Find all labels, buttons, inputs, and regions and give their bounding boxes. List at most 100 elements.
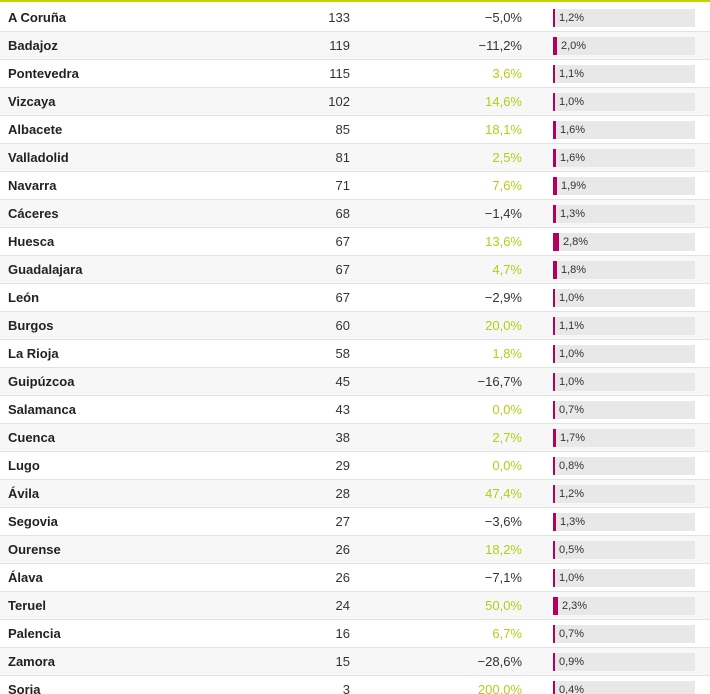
change-percent: 200,0%	[477, 682, 522, 694]
share-label: 1,2%	[559, 488, 585, 500]
share-bar-fill	[553, 485, 555, 503]
count-value: 38	[335, 430, 350, 445]
share-bar-fill	[553, 429, 556, 447]
share-bar-fill	[553, 345, 555, 363]
count-value: 71	[335, 178, 350, 193]
table-row: Burgos 60 20,0% 1,1%	[0, 312, 710, 340]
share-label: 1,7%	[560, 432, 586, 444]
change-percent: −1,4%	[484, 206, 522, 221]
count-value: 43	[335, 402, 350, 417]
change-percent: −16,7%	[477, 374, 522, 389]
table-row: Valladolid 81 2,5% 1,6%	[0, 144, 710, 172]
share-bar-fill	[553, 317, 555, 335]
share-bar-track: 1,6%	[553, 149, 695, 167]
table-row: Segovia 27 −3,6% 1,3%	[0, 508, 710, 536]
share-bar-track: 0,4%	[553, 681, 695, 694]
count-value: 27	[335, 514, 350, 529]
change-percent: 20,0%	[485, 318, 522, 333]
change-percent: −2,9%	[484, 290, 522, 305]
share-bar-track: 1,8%	[553, 261, 695, 279]
province-name: Navarra	[8, 178, 57, 193]
share-bar-track: 1,0%	[553, 373, 695, 391]
share-label: 0,7%	[559, 404, 585, 416]
change-percent: 0,0%	[492, 458, 522, 473]
count-value: 29	[335, 458, 350, 473]
share-bar-track: 0,5%	[553, 541, 695, 559]
share-label: 0,9%	[559, 656, 585, 668]
share-bar-track: 1,1%	[553, 317, 695, 335]
province-name: Guadalajara	[8, 262, 83, 277]
change-percent: −7,1%	[484, 570, 522, 585]
table-row: Guipúzcoa 45 −16,7% 1,0%	[0, 368, 710, 396]
share-label: 1,0%	[559, 292, 585, 304]
count-value: 133	[328, 10, 350, 25]
change-percent: −3,6%	[484, 514, 522, 529]
province-name: Segovia	[8, 514, 58, 529]
share-label: 1,0%	[559, 572, 585, 584]
share-bar-fill	[553, 401, 555, 419]
share-label: 1,0%	[559, 376, 585, 388]
province-name: Ávila	[8, 486, 40, 501]
province-name: A Coruña	[8, 10, 67, 25]
table-row: León 67 −2,9% 1,0%	[0, 284, 710, 312]
share-bar-track: 2,3%	[553, 597, 695, 615]
count-value: 67	[335, 290, 350, 305]
share-label: 1,1%	[559, 320, 585, 332]
share-bar-fill	[553, 289, 555, 307]
share-bar-fill	[553, 37, 557, 55]
table-row: Palencia 16 6,7% 0,7%	[0, 620, 710, 648]
share-bar-track: 1,6%	[553, 121, 695, 139]
count-value: 24	[335, 598, 350, 613]
count-value: 45	[335, 374, 350, 389]
share-bar-track: 1,0%	[553, 289, 695, 307]
change-percent: 7,6%	[492, 178, 522, 193]
count-value: 3	[342, 682, 350, 694]
table-row: Cuenca 38 2,7% 1,7%	[0, 424, 710, 452]
province-name: Álava	[8, 570, 43, 585]
share-label: 1,6%	[560, 124, 586, 136]
count-value: 81	[335, 150, 350, 165]
table-row: Zamora 15 −28,6% 0,9%	[0, 648, 710, 676]
share-bar-fill	[553, 9, 555, 27]
province-name: Zamora	[8, 654, 55, 669]
share-bar-fill	[553, 625, 555, 643]
change-percent: 1,8%	[492, 346, 522, 361]
count-value: 102	[328, 94, 350, 109]
change-percent: 0,0%	[492, 402, 522, 417]
change-percent: 18,2%	[485, 542, 522, 557]
share-label: 2,0%	[561, 40, 587, 52]
share-bar-fill	[553, 121, 556, 139]
share-label: 1,8%	[561, 264, 587, 276]
table-row: Lugo 29 0,0% 0,8%	[0, 452, 710, 480]
count-value: 115	[329, 66, 350, 81]
province-name: Pontevedra	[8, 66, 79, 81]
table-row: Guadalajara 67 4,7% 1,8%	[0, 256, 710, 284]
share-label: 1,6%	[560, 152, 586, 164]
change-percent: 4,7%	[492, 262, 522, 277]
province-name: Lugo	[8, 458, 40, 473]
share-bar-track: 1,3%	[553, 205, 695, 223]
share-label: 2,8%	[563, 236, 589, 248]
province-name: Soria	[8, 682, 41, 694]
share-label: 2,3%	[562, 600, 588, 612]
share-bar-track: 1,0%	[553, 93, 695, 111]
share-bar-fill	[553, 541, 555, 559]
table-row: Cáceres 68 −1,4% 1,3%	[0, 200, 710, 228]
table-row: Teruel 24 50,0% 2,3%	[0, 592, 710, 620]
share-label: 0,8%	[559, 460, 585, 472]
table-row: Ávila 28 47,4% 1,2%	[0, 480, 710, 508]
province-name: León	[8, 290, 40, 305]
share-bar-track: 2,0%	[553, 37, 695, 55]
share-bar-fill	[553, 93, 555, 111]
table-row: Salamanca 43 0,0% 0,7%	[0, 396, 710, 424]
province-name: Huesca	[8, 234, 55, 249]
share-bar-fill	[553, 653, 555, 671]
share-bar-track: 2,8%	[553, 233, 695, 251]
change-percent: 14,6%	[485, 94, 522, 109]
province-name: Albacete	[8, 122, 63, 137]
province-name: Burgos	[8, 318, 54, 333]
share-bar-fill	[553, 569, 555, 587]
count-value: 16	[335, 626, 350, 641]
province-name: La Rioja	[8, 346, 59, 361]
